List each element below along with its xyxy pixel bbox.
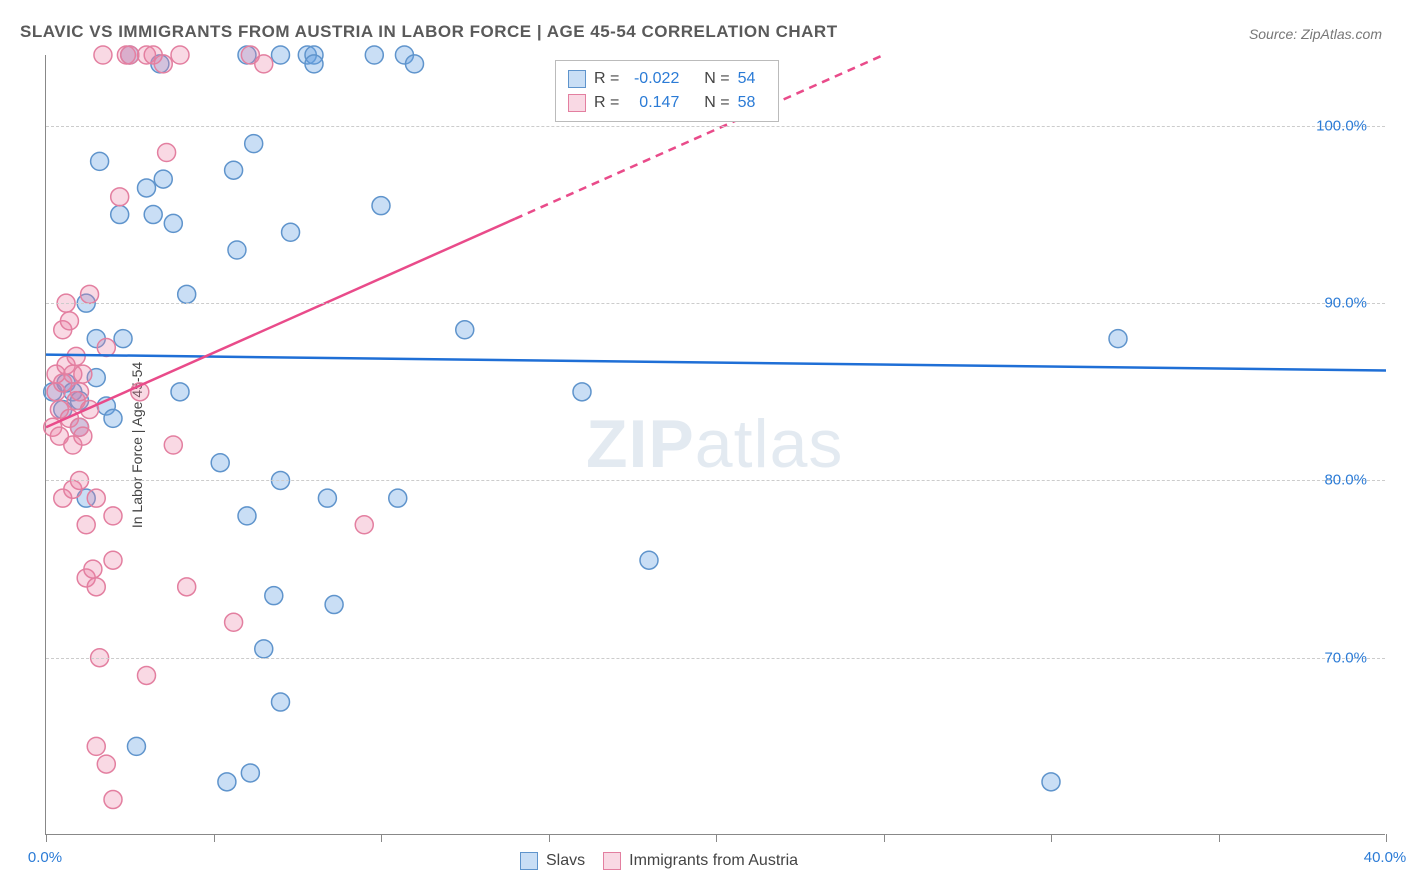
legend-swatch-austria-icon bbox=[603, 852, 621, 870]
stats-row-slavs: R = -0.022 N = 54 bbox=[568, 67, 766, 91]
chart-svg bbox=[46, 55, 1385, 834]
y-tick-label: 70.0% bbox=[1324, 649, 1367, 666]
r-value-slavs: -0.022 bbox=[627, 67, 679, 91]
legend-label-slavs: Slavs bbox=[546, 852, 585, 870]
series-legend: Slavs Immigrants from Austria bbox=[520, 852, 798, 870]
y-tick-label: 90.0% bbox=[1324, 295, 1367, 312]
source-label: Source: ZipAtlas.com bbox=[1249, 26, 1382, 42]
legend-label-austria: Immigrants from Austria bbox=[629, 852, 798, 870]
legend-swatch-slavs-icon bbox=[520, 852, 538, 870]
legend-item-slavs: Slavs bbox=[520, 852, 585, 870]
n-label-slavs: N = bbox=[704, 67, 729, 91]
x-tick-label: 40.0% bbox=[1364, 849, 1406, 866]
y-tick-label: 100.0% bbox=[1316, 117, 1367, 134]
y-tick-label: 80.0% bbox=[1324, 472, 1367, 489]
stats-legend: R = -0.022 N = 54 R = 0.147 N = 58 bbox=[555, 60, 779, 122]
n-label-austria: N = bbox=[704, 91, 729, 115]
n-value-austria: 58 bbox=[738, 91, 766, 115]
n-value-slavs: 54 bbox=[738, 67, 766, 91]
r-label-austria: R = bbox=[594, 91, 619, 115]
chart-container: SLAVIC VS IMMIGRANTS FROM AUSTRIA IN LAB… bbox=[0, 0, 1406, 892]
chart-title: SLAVIC VS IMMIGRANTS FROM AUSTRIA IN LAB… bbox=[20, 22, 838, 42]
legend-item-austria: Immigrants from Austria bbox=[603, 852, 798, 870]
stats-row-austria: R = 0.147 N = 58 bbox=[568, 91, 766, 115]
r-label-slavs: R = bbox=[594, 67, 619, 91]
x-tick-label: 0.0% bbox=[28, 849, 62, 866]
r-value-austria: 0.147 bbox=[627, 91, 679, 115]
swatch-austria-icon bbox=[568, 94, 586, 112]
plot-area: In Labor Force | Age 45-54 ZIPatlas 70.0… bbox=[45, 55, 1385, 835]
swatch-slavs-icon bbox=[568, 70, 586, 88]
